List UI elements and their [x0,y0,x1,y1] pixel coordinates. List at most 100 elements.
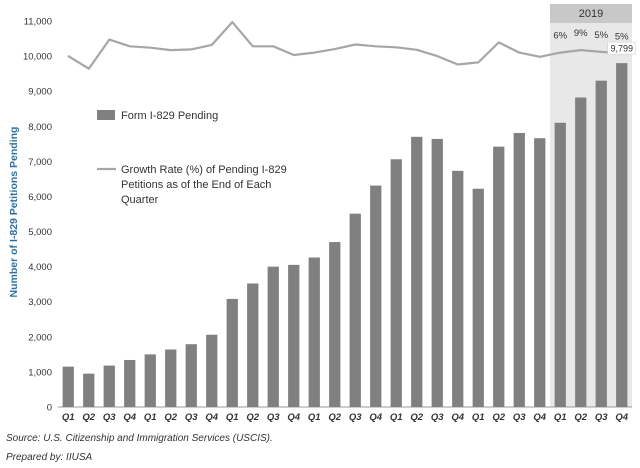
x-tick-label: Q2 [82,412,95,423]
line-point [251,45,254,48]
bar [554,122,566,407]
highlight-label: 2019 [579,8,603,20]
x-tick-label: Q2 [328,412,341,423]
bar [288,264,300,407]
growth-annotation: 9% [574,28,588,39]
x-tick-label: Q4 [369,412,382,423]
y-tick-label: 5,000 [28,227,52,238]
bar-value-label: 9,799 [610,44,633,54]
line-point [415,48,418,51]
line-point [87,67,90,70]
bar [390,159,402,407]
line-point [231,21,234,23]
bar [247,283,259,407]
x-tick-label: Q4 [615,412,628,423]
x-tick-label: Q3 [349,412,362,423]
line-point [374,45,377,48]
growth-annotation: 5% [594,30,608,41]
x-tick-label: Q4 [123,412,136,423]
x-tick-label: Q3 [267,412,280,423]
line-point [436,55,439,57]
line-point [272,45,275,48]
bar [431,138,443,407]
annotations: 6% 9% 5% 5%9,799 [553,28,636,55]
y-tick-label: 0 [47,403,52,414]
legend-line-label: Growth Rate (%) of Pending I-829 Petition… [121,164,287,206]
line-point [210,44,213,46]
legend-bar-label: Form I-829 Pending [121,110,218,122]
line-point [395,46,398,49]
bar [308,257,320,407]
bar [206,334,218,407]
bar-value-box [607,41,636,55]
bar [226,298,238,407]
x-tick-label: Q4 [287,412,300,423]
x-tick-label: Q2 [246,412,259,423]
line-series [67,21,623,70]
line-point [559,51,562,54]
growth-rate-line [67,21,622,70]
y-axis-title: Number of I-829 Petitions Pending [8,127,20,298]
line-point [477,61,480,64]
legend-line-label-line: Petitions as of the End of Each [121,179,271,191]
bar [329,242,341,407]
x-tick-label: Q3 [185,412,198,423]
bar [267,266,279,407]
bar-series [62,63,628,408]
bar [472,188,484,407]
x-tick-label: Q2 [492,412,505,423]
x-tick-label: Q2 [410,412,423,423]
bar [165,349,177,407]
bar [513,132,525,407]
line-point [128,45,131,48]
source-note: Source: U.S. Citizenship and Immigration… [6,433,273,444]
bar [62,366,74,407]
bar [185,344,197,407]
y-tick-label: 6,000 [28,192,52,203]
bar [616,63,628,408]
line-point [579,49,582,51]
x-tick-label: Q1 [226,412,239,423]
bar [493,146,505,407]
bar [124,359,136,407]
x-tick-label: Q3 [595,412,608,423]
line-point [67,55,70,57]
growth-annotation: 6% [553,31,567,42]
line-point [292,54,295,56]
x-tick-label: Q4 [533,412,546,423]
line-point [538,55,541,58]
line-point [313,51,316,54]
legend-bar-swatch [97,110,115,120]
bar [349,213,361,407]
x-tick-label: Q1 [472,412,485,423]
growth-annotation: 5% [615,31,629,42]
x-tick-label: Q1 [308,412,321,423]
bar [452,170,464,407]
bar [534,138,546,407]
y-tick-label: 9,000 [28,87,52,98]
y-tick-label: 1,000 [28,367,52,378]
line-point [149,46,152,49]
y-tick-label: 7,000 [28,157,52,168]
y-tick-label: 4,000 [28,262,52,273]
line-point [190,48,193,51]
x-tick-label: Q3 [431,412,444,423]
bar [370,185,382,407]
line-point [600,51,603,53]
line-point [497,41,500,44]
y-tick-label: 3,000 [28,297,52,308]
x-tick-label: Q4 [451,412,464,423]
line-point [169,49,172,51]
y-tick-label: 10,000 [23,52,52,63]
x-tick-label: Q1 [62,412,75,423]
y-tick-label: 11,000 [24,17,52,28]
line-point [456,63,459,66]
line-point [108,38,111,41]
x-tick-label: Q4 [205,412,218,423]
x-tick-label: Q2 [164,412,177,423]
bar [595,80,607,408]
prepared-by-note: Prepared by: IIUSA [6,452,93,463]
x-tick-label: Q3 [103,412,116,423]
x-tick-label: Q1 [554,412,567,423]
line-point [518,51,521,54]
